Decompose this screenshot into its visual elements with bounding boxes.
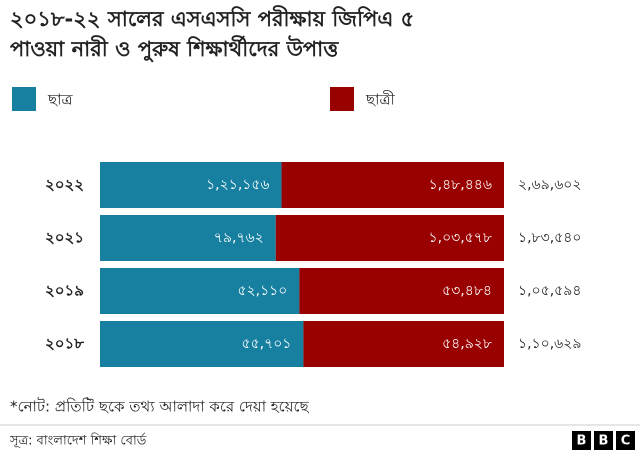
- total-label: ১,৮৩,৫৪০: [518, 230, 581, 246]
- value-label: ৫২,১১০: [237, 283, 287, 299]
- logo-letter: C: [621, 434, 631, 449]
- bar-segment: [100, 215, 276, 261]
- value-label: ১,২১,১৫৬: [206, 177, 269, 193]
- value-label: ৫৪,৯২৮: [442, 336, 492, 352]
- chart-title: ২০১৮-২২ সালের এসএসসি পরীক্ষায় জিপিএ ৫: [10, 5, 414, 31]
- total-label: ২,৬৯,৬০২: [518, 177, 582, 193]
- y-tick-label: ২০২২: [45, 176, 84, 194]
- bar-segment: [299, 268, 504, 314]
- logo-block: [572, 431, 591, 450]
- note: *নোট: প্রতিটি ছকে তথ্য আলাদা করে দেয়া হ…: [10, 398, 310, 416]
- bar-segment: [281, 162, 504, 208]
- value-label: ১,৪৮,৪৪৬: [429, 177, 492, 193]
- value-label: ৫৫,৭০১: [241, 336, 291, 352]
- legend-swatch: [330, 87, 354, 111]
- y-tick-label: ২০১৯: [45, 282, 84, 300]
- bar-segment: [100, 321, 304, 367]
- total-label: ১,০৫,৫৯৪: [518, 283, 581, 299]
- value-label: ৫৩,৪৮৪: [442, 283, 492, 299]
- legend-label: ছাত্রী: [365, 91, 395, 109]
- logo-letter: B: [577, 434, 587, 449]
- source: সূত্র: বাংলাদেশ শিক্ষা বোর্ড: [9, 433, 147, 449]
- bar-segment: [275, 215, 504, 261]
- value-label: ১,০৩,৫৭৮: [429, 230, 492, 246]
- total-label: ১,১০,৬২৯: [518, 336, 581, 352]
- value-label: ৭৯,৭৬২: [214, 230, 264, 246]
- bar-segment: [303, 321, 504, 367]
- legend-label: ছাত্র: [47, 91, 73, 109]
- y-tick-label: ২০২১: [45, 229, 84, 247]
- y-tick-label: ২০১৮: [45, 335, 84, 353]
- logo-block: [594, 431, 613, 450]
- chart-title: পাওয়া নারী ও পুরুষ শিক্ষার্থীদের উপাত্ত: [10, 35, 339, 62]
- legend-swatch: [12, 87, 36, 111]
- bar-segment: [100, 162, 282, 208]
- logo-block: [616, 431, 635, 450]
- bar-segment: [100, 268, 300, 314]
- logo-letter: B: [599, 434, 609, 449]
